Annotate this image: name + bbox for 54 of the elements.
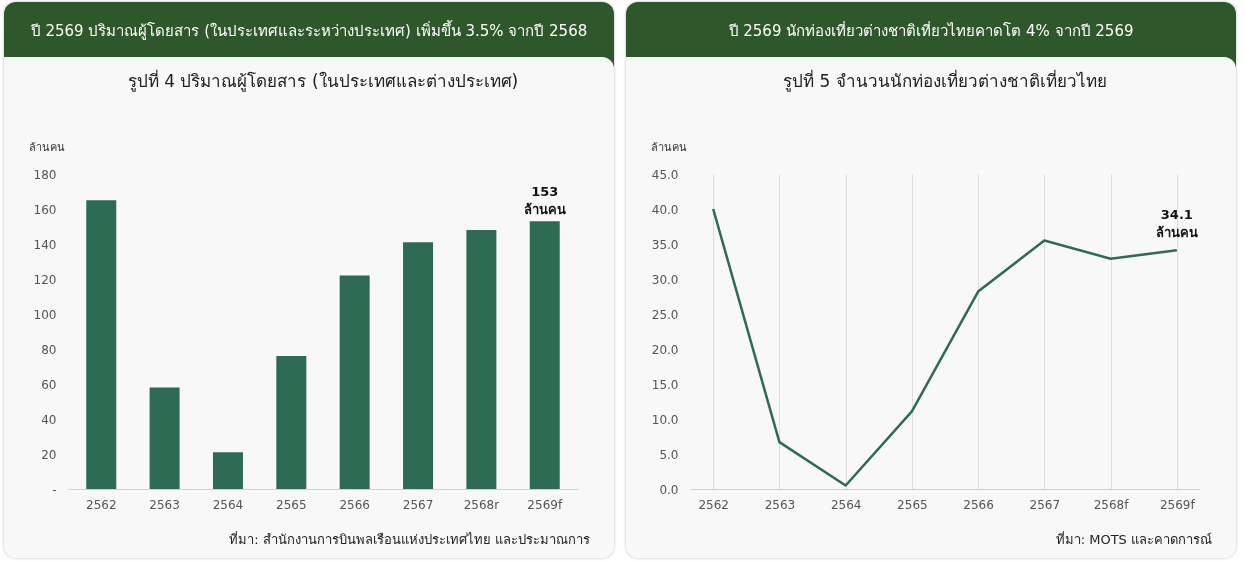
x-tick-label: 2563	[149, 497, 180, 512]
x-tick-label: 2566	[963, 497, 994, 512]
x-tick-label: 2564	[830, 497, 862, 512]
text: ที่มา: สำนักงานการบินพลเรือนแห่งประเทศไทย และประมาณการ	[229, 530, 590, 549]
y-tick-label: -	[52, 482, 57, 497]
bar	[403, 242, 434, 489]
y-tick-label: 100	[33, 307, 57, 322]
x-tick-label: 2562	[698, 497, 729, 512]
y-tick-label: 40.0	[651, 202, 679, 217]
x-tick-label: 2564	[212, 497, 244, 512]
y-tick-label: 40	[41, 412, 57, 427]
y-tick-label: 30.0	[651, 272, 679, 287]
x-tick-label: 2562	[85, 497, 117, 512]
x-tick-label: 2563	[764, 497, 796, 512]
x-tick-label: 2569f	[1159, 497, 1196, 512]
bar	[466, 230, 497, 489]
chart-title: ปี 2569 ปริมาณผู้โดยสาร (ในประเทศและระหว่างประเทศ) เพิ่มขึ้น 3.5% จากปี 2568	[4, 2, 614, 69]
x-tick-label: 2566	[339, 497, 370, 512]
y-tick-label: 0.0	[659, 482, 679, 497]
y-tick-label: 140	[33, 237, 57, 252]
bar	[276, 356, 307, 489]
annotation: 153 ล้านคน	[523, 184, 566, 218]
y-tick-label: 25.0	[651, 307, 679, 322]
y-tick-label: 20.0	[651, 342, 679, 357]
y-tick-label: 10.0	[651, 412, 679, 427]
y-tick-label: 45.0	[651, 167, 679, 182]
x-tick-label: 2567	[1029, 497, 1061, 512]
y-tick-label: 20	[41, 447, 57, 462]
y-axis-title: ล้านคน	[650, 140, 687, 154]
x-tick-label: 2567	[402, 497, 434, 512]
text: ที่มา: MOTS และคาดการณ์	[1055, 530, 1212, 549]
y-tick-label: 60	[41, 377, 57, 392]
y-tick-label: 180	[33, 167, 57, 182]
chart-subtitle: รูปที่ 4 ปริมาณผู้โดยสาร (ในประเทศและต่างประเทศ)	[127, 69, 519, 92]
bar	[339, 275, 370, 489]
y-axis-title: ล้านคน	[28, 140, 65, 154]
bar	[529, 221, 560, 489]
bar	[212, 452, 243, 489]
x-tick-label: 2568f	[1093, 497, 1130, 512]
y-tick-label: 15.0	[651, 377, 679, 392]
annotation: 34.1 ล้านคน	[1155, 207, 1198, 241]
x-tick-label: 2569f	[527, 497, 563, 512]
y-tick-label: 80	[41, 342, 57, 357]
x-tick-label: 2568r	[463, 497, 500, 512]
x-tick-label: 2565	[897, 497, 928, 512]
bar	[86, 200, 117, 489]
x-tick-label: 2565	[276, 497, 307, 512]
y-tick-label: 35.0	[651, 237, 679, 252]
y-tick-label: 120	[33, 272, 57, 287]
y-tick-label: 160	[33, 202, 57, 217]
chart-title: ปี 2569 นักท่องเที่ยวต่างชาติเที่ยวไทยคาดโต 4% จากปี 2569	[626, 2, 1236, 69]
chart-subtitle: รูปที่ 5 จำนวนนักท่องเที่ยวต่างชาติเที่ยวไทย	[783, 69, 1107, 92]
bar	[149, 387, 180, 489]
y-tick-label: 5.0	[659, 447, 679, 462]
